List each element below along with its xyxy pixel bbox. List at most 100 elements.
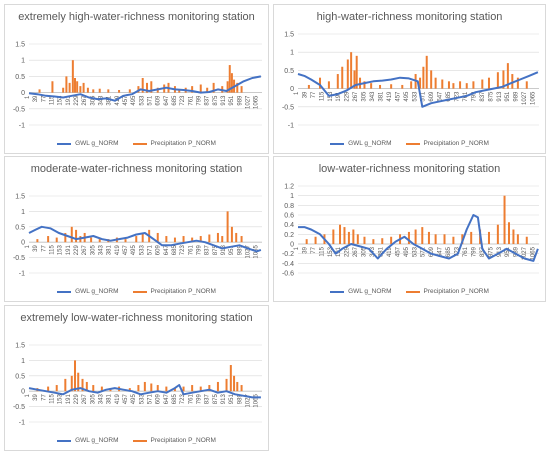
legend-swatch-precip <box>405 290 420 293</box>
y-tick-label: 0 <box>21 240 25 247</box>
x-tick-label: 799 <box>197 95 203 106</box>
precip-bar <box>141 78 144 93</box>
precip-bar <box>191 86 194 93</box>
precip-bar <box>118 90 121 93</box>
chart-title: extremely low-water-richness monitoring … <box>20 312 253 324</box>
precip-bar <box>98 88 101 93</box>
precip-bar <box>512 229 515 244</box>
legend-swatch-gwl <box>57 290 72 293</box>
x-tick-label: 191 <box>336 91 342 102</box>
x-tick-label: 457 <box>123 394 129 405</box>
precip-bar <box>319 77 322 89</box>
precip-bar <box>236 82 239 93</box>
x-tick-label: 77 <box>41 245 47 252</box>
x-tick-label: 685 <box>446 91 452 102</box>
legend-swatch-precip <box>405 142 420 145</box>
precip-bar <box>75 229 78 243</box>
precip-bar <box>216 232 219 243</box>
y-tick-label: 0.5 <box>15 224 25 231</box>
precip-bar <box>199 84 202 93</box>
x-tick-label: 799 <box>197 394 203 405</box>
x-tick-label: 115 <box>50 394 56 404</box>
x-tick-label: 875 <box>213 95 219 106</box>
precip-bar <box>191 237 194 243</box>
precip-bar <box>401 84 404 89</box>
precip-bar <box>47 236 50 243</box>
x-tick-label: 609 <box>429 91 435 102</box>
precip-bar <box>92 385 95 392</box>
x-tick-label: 495 <box>404 246 410 257</box>
precip-bar <box>225 378 228 392</box>
x-tick-label: 685 <box>172 245 178 256</box>
y-tick-label: 0 <box>21 90 25 97</box>
x-tick-label: 533 <box>139 394 145 405</box>
x-tick-label: 229 <box>345 246 351 257</box>
x-tick-label: 913 <box>221 245 227 256</box>
x-tick-label: 647 <box>164 245 170 256</box>
x-tick-label: 343 <box>370 246 376 257</box>
precip-bar <box>137 385 140 392</box>
precip-bar <box>128 388 131 392</box>
precip-bar <box>150 383 153 392</box>
chart-plot: 1.510.50-0.5-11 39 77 115 153 191 229 267 305 343… <box>13 343 262 427</box>
precip-bar <box>350 52 353 89</box>
y-tick-label: 0 <box>21 389 25 396</box>
chart-plot: 1.510.50-0.5-11 39 77 115 153 191 229 267 305 343… <box>282 32 539 130</box>
x-tick-label: 39 <box>302 246 308 253</box>
x-tick-label: 77 <box>311 246 317 253</box>
x-tick-label: 989 <box>514 246 520 257</box>
legend-swatch-gwl <box>57 439 72 442</box>
precip-bar <box>191 385 194 392</box>
x-tick-label: 1 <box>25 245 31 249</box>
x-tick-label: 761 <box>463 246 469 257</box>
y-tick-label: -1 <box>19 271 25 278</box>
legend-item-gwl: GWL g_NORM <box>330 140 392 147</box>
legend: GWL g_NORM Precipitation P_NORM <box>5 288 268 295</box>
x-tick-label: 115 <box>50 245 56 255</box>
x-tick-label: 875 <box>488 91 494 102</box>
y-tick-label: 1.5 <box>15 42 25 49</box>
x-tick-label: 77 <box>41 95 47 102</box>
legend-item-precip: Precipitation P_NORM <box>405 288 489 295</box>
x-tick-label: 989 <box>237 394 243 405</box>
precip-bar <box>414 229 417 244</box>
x-tick-label: 837 <box>480 91 486 102</box>
legend: GWL g_NORM Precipitation P_NORM <box>274 140 545 147</box>
x-tick-label: 115 <box>319 91 325 101</box>
x-tick-label: 153 <box>58 245 64 256</box>
precip-bar <box>230 73 233 93</box>
precip-bar <box>86 87 89 93</box>
legend-label-gwl: GWL g_NORM <box>75 140 119 147</box>
precip-bar <box>208 234 211 243</box>
precip-bar <box>182 386 185 392</box>
precip-bar <box>516 77 519 89</box>
x-tick-label: 875 <box>213 245 219 256</box>
precip-bar <box>165 386 168 392</box>
precip-bar <box>390 84 393 89</box>
y-tick-label: 0.6 <box>284 213 294 220</box>
y-tick-label: 1 <box>290 193 294 200</box>
x-tick-label: 609 <box>429 246 435 257</box>
precip-bar <box>353 70 356 89</box>
precip-bar <box>346 59 349 89</box>
y-tick-label: -1 <box>288 123 294 130</box>
precip-bar <box>156 385 159 392</box>
precip-bar <box>76 81 79 93</box>
x-tick-label: 495 <box>131 245 137 256</box>
precip-bar <box>370 83 373 89</box>
y-tick-label: -0.2 <box>282 251 294 258</box>
y-tick-label: 1 <box>21 358 25 365</box>
x-tick-label: 1 <box>25 394 31 398</box>
precip-bar <box>173 388 176 392</box>
x-tick-label: 39 <box>33 245 39 252</box>
x-tick-label: 229 <box>345 91 351 102</box>
precip-bar <box>178 89 181 93</box>
legend-item-precip: Precipitation P_NORM <box>405 140 489 147</box>
x-tick-label: 1065 <box>531 91 537 105</box>
chart-panel-high: high-water-richness monitoring station 1… <box>273 4 546 154</box>
precip-bar <box>79 86 82 93</box>
x-tick-label: 647 <box>164 95 170 106</box>
chart-title: extremely high-water-richness monitoring… <box>18 11 255 23</box>
x-tick-label: 381 <box>107 394 113 405</box>
precip-bar <box>77 372 80 392</box>
